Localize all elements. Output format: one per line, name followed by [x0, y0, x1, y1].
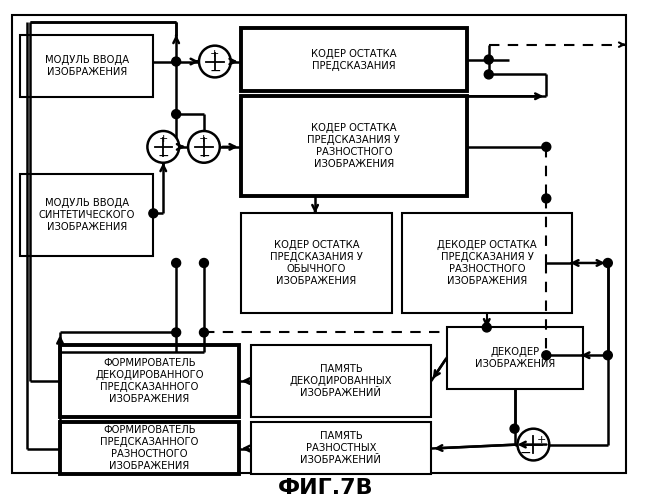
Bar — [251, 346, 431, 417]
Circle shape — [518, 428, 549, 460]
Circle shape — [510, 424, 519, 433]
Text: +: + — [210, 48, 219, 58]
Circle shape — [172, 110, 181, 118]
Text: −: − — [157, 149, 169, 163]
Circle shape — [188, 131, 220, 162]
Bar — [20, 34, 153, 97]
Bar — [60, 346, 239, 417]
Bar — [60, 422, 239, 474]
Circle shape — [542, 142, 550, 152]
Bar — [241, 96, 467, 196]
Bar — [402, 214, 572, 312]
Text: −: − — [209, 64, 221, 78]
Text: ПАМЯТЬ
РАЗНОСТНЫХ
ИЗОБРАЖЕНИЙ: ПАМЯТЬ РАЗНОСТНЫХ ИЗОБРАЖЕНИЙ — [300, 431, 381, 465]
Text: ДЕКОДЕР
ИЗОБРАЖЕНИЯ: ДЕКОДЕР ИЗОБРАЖЕНИЯ — [475, 347, 555, 369]
Bar — [241, 28, 467, 92]
Text: ФОРМИРОВАТЕЛЬ
ДЕКОДИРОВАННОГО
ПРЕДСКАЗАННОГО
ИЗОБРАЖЕНИЯ: ФОРМИРОВАТЕЛЬ ДЕКОДИРОВАННОГО ПРЕДСКАЗАН… — [95, 358, 204, 404]
Text: МОДУЛЬ ВВОДА
ИЗОБРАЖЕНИЯ: МОДУЛЬ ВВОДА ИЗОБРАЖЕНИЯ — [45, 55, 129, 77]
Circle shape — [542, 194, 550, 203]
Text: +: + — [199, 134, 209, 144]
Circle shape — [148, 131, 179, 162]
Circle shape — [199, 46, 231, 78]
Text: ДЕКОДЕР ОСТАТКА
ПРЕДСКАЗАНИЯ У
РАЗНОСТНОГО
ИЗОБРАЖЕНИЯ: ДЕКОДЕР ОСТАТКА ПРЕДСКАЗАНИЯ У РАЗНОСТНО… — [438, 240, 537, 286]
Text: −: − — [520, 446, 532, 460]
Text: ФИГ.7В: ФИГ.7В — [278, 478, 374, 498]
Bar — [447, 328, 583, 389]
Circle shape — [603, 258, 613, 268]
Circle shape — [199, 258, 208, 268]
Text: −: − — [198, 149, 210, 163]
Circle shape — [172, 328, 181, 337]
Text: КОДЕР ОСТАТКА
ПРЕДСКАЗАНИЯ У
ОБЫЧНОГО
ИЗОБРАЖЕНИЯ: КОДЕР ОСТАТКА ПРЕДСКАЗАНИЯ У ОБЫЧНОГО ИЗ… — [270, 240, 363, 286]
Circle shape — [172, 258, 181, 268]
Circle shape — [149, 209, 158, 218]
Text: МОДУЛЬ ВВОДА
СИНТЕТИЧЕСКОГО
ИЗОБРАЖЕНИЯ: МОДУЛЬ ВВОДА СИНТЕТИЧЕСКОГО ИЗОБРАЖЕНИЯ — [39, 198, 135, 232]
Text: КОДЕР ОСТАТКА
ПРЕДСКАЗАНИЯ: КОДЕР ОСТАТКА ПРЕДСКАЗАНИЯ — [311, 48, 396, 70]
Circle shape — [483, 323, 491, 332]
Circle shape — [485, 70, 493, 79]
Circle shape — [172, 57, 181, 66]
Text: +: + — [159, 134, 168, 144]
Circle shape — [603, 351, 613, 360]
Circle shape — [199, 328, 208, 337]
Text: КОДЕР ОСТАТКА
ПРЕДСКАЗАНИЯ У
РАЗНОСТНОГО
ИЗОБРАЖЕНИЯ: КОДЕР ОСТАТКА ПРЕДСКАЗАНИЯ У РАЗНОСТНОГО… — [308, 124, 400, 170]
Bar — [251, 422, 431, 474]
Circle shape — [485, 55, 493, 64]
Circle shape — [542, 351, 550, 360]
Bar — [20, 174, 153, 256]
Text: ПАМЯТЬ
ДЕКОДИРОВАННЫХ
ИЗОБРАЖЕНИЙ: ПАМЯТЬ ДЕКОДИРОВАННЫХ ИЗОБРАЖЕНИЙ — [290, 364, 392, 398]
Text: ФОРМИРОВАТЕЛЬ
ПРЕДСКАЗАННОГО
РАЗНОСТНОГО
ИЗОБРАЖЕНИЯ: ФОРМИРОВАТЕЛЬ ПРЕДСКАЗАННОГО РАЗНОСТНОГО… — [100, 425, 199, 471]
Text: +: + — [537, 434, 546, 444]
Bar — [241, 214, 392, 312]
